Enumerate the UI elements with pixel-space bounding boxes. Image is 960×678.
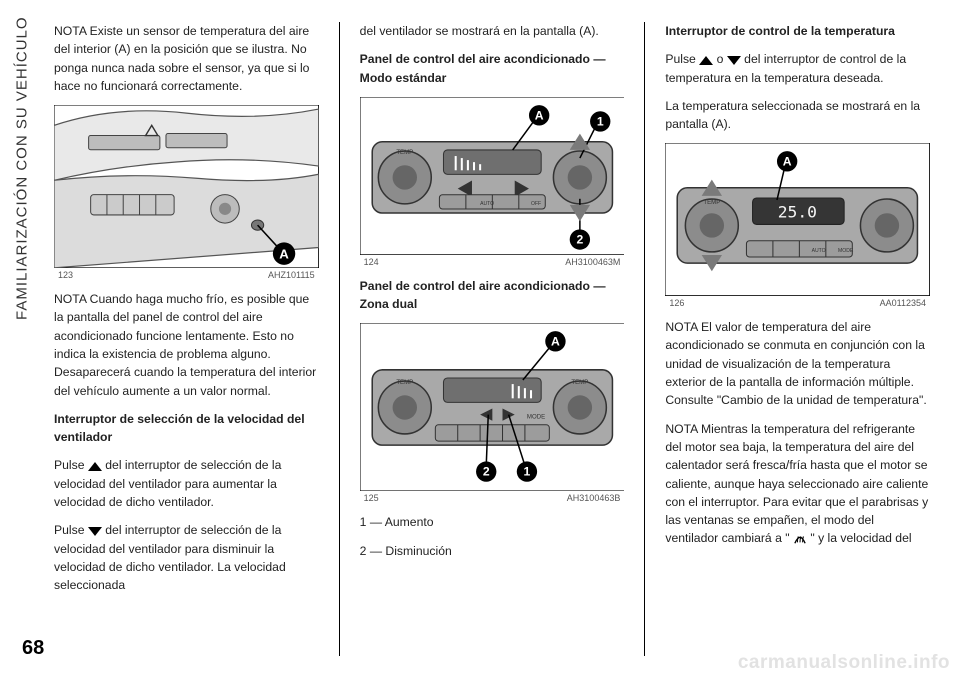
col2-heading-dual: Panel de control del aire acondicionado … xyxy=(360,277,625,314)
fig125-num: 125 xyxy=(364,493,379,503)
svg-text:2: 2 xyxy=(576,232,583,246)
fig125-code: AH3100463B xyxy=(567,493,621,503)
page-number: 68 xyxy=(22,637,44,660)
col1-p4: Pulse del interruptor de selección de la… xyxy=(54,521,319,594)
col1-note-1: NOTA Existe un sensor de temperatura del… xyxy=(54,22,319,95)
column-divider-2 xyxy=(644,22,645,656)
fig126-code: AA0112354 xyxy=(880,298,926,308)
col3-note-4: NOTA Mientras la temperatura del refrige… xyxy=(665,420,930,548)
svg-text:25.0: 25.0 xyxy=(778,203,817,222)
fig123-code: AHZ101115 xyxy=(268,270,315,280)
column-2: del ventilador se mostrará en la pantall… xyxy=(360,22,625,656)
svg-text:1: 1 xyxy=(597,114,604,128)
svg-text:AUTO: AUTO xyxy=(812,248,826,254)
svg-text:MODE: MODE xyxy=(838,248,854,254)
legend-1: 1 — Aumento xyxy=(360,513,625,531)
col3-p1: Pulse o del interruptor de control de la… xyxy=(665,50,930,87)
column-3: Interruptor de control de la temperatura… xyxy=(665,22,930,656)
col2-p1: del ventilador se mostrará en la pantall… xyxy=(360,22,625,40)
fig124-code: AH3100463M xyxy=(565,257,620,267)
svg-text:OFF: OFF xyxy=(531,201,541,207)
svg-text:AUTO: AUTO xyxy=(480,201,494,207)
col3-p2: La temperatura seleccionada se mostrará … xyxy=(665,97,930,134)
watermark: carmanualsonline.info xyxy=(738,652,950,674)
col1-note-2: NOTA Cuando haga mucho frío, es posible … xyxy=(54,290,319,400)
svg-text:A: A xyxy=(783,155,792,169)
col1-p3: Pulse del interruptor de selección de la… xyxy=(54,456,319,511)
svg-text:MODE: MODE xyxy=(527,414,545,421)
svg-text:TEMP: TEMP xyxy=(396,379,413,386)
col1-heading-fan: Interruptor de selección de la velocidad… xyxy=(54,410,319,447)
svg-text:TEMP: TEMP xyxy=(571,379,588,386)
fig124-num: 124 xyxy=(364,257,379,267)
defrost-icon xyxy=(793,533,807,545)
col2-heading-standard: Panel de control del aire acondicionado … xyxy=(360,50,625,87)
svg-text:1: 1 xyxy=(523,465,530,479)
column-1: NOTA Existe un sensor de temperatura del… xyxy=(54,22,319,656)
fig126-num: 126 xyxy=(669,298,684,308)
col3-note-3: NOTA El valor de temperatura del aire ac… xyxy=(665,318,930,409)
svg-text:TEMP: TEMP xyxy=(704,200,721,207)
legend-2: 2 — Disminución xyxy=(360,542,625,560)
triangle-up-icon xyxy=(699,56,713,65)
figure-124: TEMP xyxy=(360,97,625,267)
col3-heading-temp: Interruptor de control de la temperatura xyxy=(665,22,930,40)
column-divider-1 xyxy=(339,22,340,656)
triangle-down-icon xyxy=(88,527,102,536)
figure-125: TEMP TEMP MODE xyxy=(360,323,625,503)
figure-123: A 123 AHZ101115 xyxy=(54,105,319,280)
svg-text:A: A xyxy=(551,335,560,349)
figure-126: TEMP 25.0 AUTO MODE xyxy=(665,143,930,308)
svg-text:A: A xyxy=(534,108,543,122)
svg-text:TEMP: TEMP xyxy=(396,149,413,156)
triangle-up-icon xyxy=(88,462,102,471)
section-tab-label: FAMILIARIZACIÓN CON SU VEHÍCULO xyxy=(14,16,31,320)
svg-text:2: 2 xyxy=(483,465,490,479)
fig123-num: 123 xyxy=(58,270,73,280)
svg-text:A: A xyxy=(279,247,289,262)
triangle-down-icon xyxy=(727,56,741,65)
